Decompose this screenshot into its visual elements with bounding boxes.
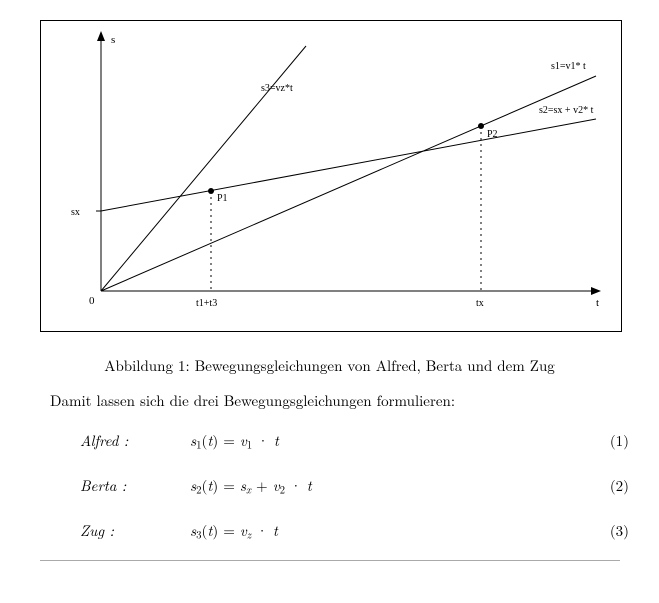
eq-content-2: s2(t) = sx + v2 · t — [190, 475, 312, 498]
label-tx: tx — [476, 298, 484, 309]
eq-label-berta: Berta : — [80, 475, 126, 496]
paragraph-intro: Damit lassen sich die drei Bewegungsglei… — [50, 390, 455, 411]
eq-content-1: s1(t) = v1 · t — [190, 430, 279, 453]
point-p1 — [208, 188, 214, 194]
point-p2 — [478, 123, 484, 129]
label-p2: P2 — [487, 129, 498, 140]
line-s1 — [101, 76, 596, 291]
eq-content-3: s3(t) = vz · t — [190, 520, 278, 543]
eq-num-1: (1) — [610, 430, 629, 451]
diagram-svg: s t 0 sx t1+t3 tx s3=vz*t s1=v1* t s2=sx… — [41, 21, 621, 331]
axis-x-arrow — [591, 287, 601, 295]
label-s2: s2=sx + v2* t — [539, 105, 594, 116]
label-p1: P1 — [217, 193, 228, 204]
eq-label-zug: Zug : — [80, 520, 114, 541]
label-s1: s1=v1* t — [551, 61, 586, 72]
label-s3: s3=vz*t — [261, 83, 293, 94]
line-s2 — [101, 119, 596, 211]
figure-diagram: s t 0 sx t1+t3 tx s3=vz*t s1=v1* t s2=sx… — [40, 20, 622, 332]
label-sx: sx — [71, 207, 80, 218]
eq-num-3: (3) — [610, 520, 629, 541]
label-t1t3: t1+t3 — [196, 298, 217, 309]
eq-label-alfred: Alfred : — [80, 430, 128, 451]
figure-caption: Abbildung 1: Bewegungsgleichungen von Al… — [0, 355, 659, 376]
label-axis-t: t — [596, 297, 599, 309]
eq-num-2: (2) — [610, 475, 629, 496]
label-axis-s: s — [111, 34, 115, 46]
horizontal-rule — [40, 560, 620, 561]
label-origin: 0 — [89, 295, 95, 307]
axis-y-arrow — [97, 31, 105, 41]
